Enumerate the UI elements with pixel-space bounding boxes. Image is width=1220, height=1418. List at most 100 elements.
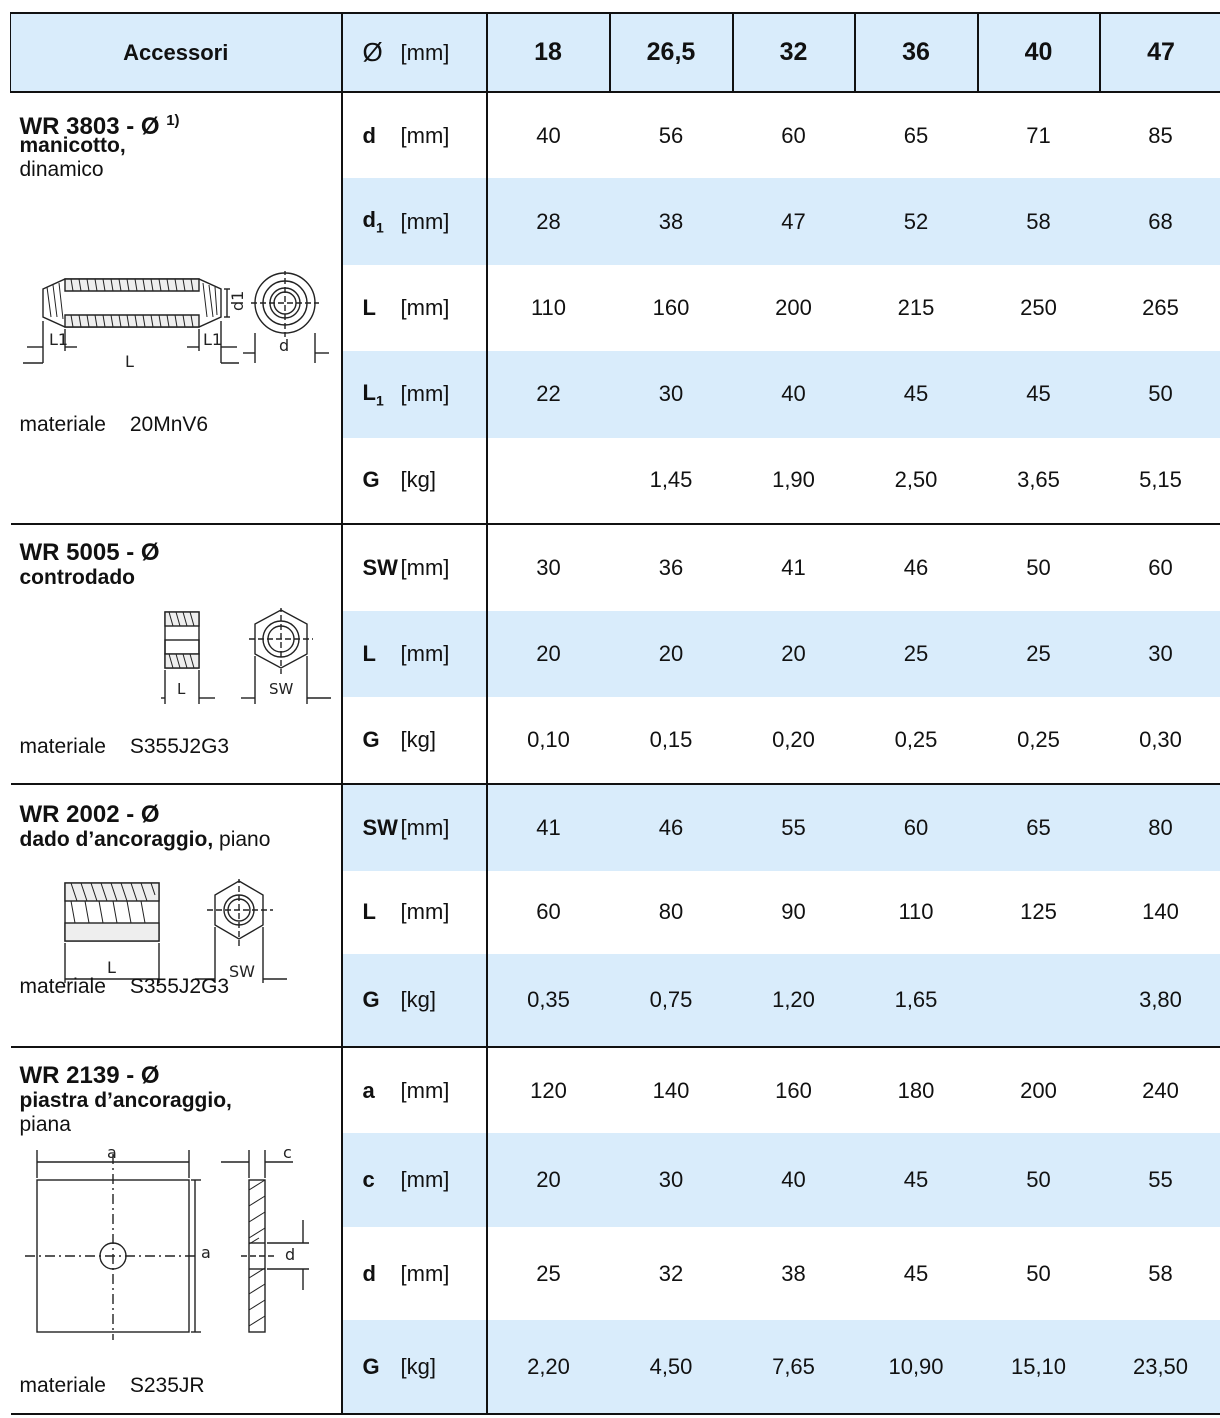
- row-unit: [mm]: [398, 1226, 488, 1321]
- dim-label-d: d: [279, 336, 289, 355]
- table-row: L1 [mm] 22 30 40 45 45 50: [11, 351, 1220, 438]
- table-cell: 45: [854, 351, 978, 438]
- row-unit: [mm]: [398, 524, 488, 611]
- table-cell: 50: [977, 1133, 1100, 1227]
- table-row: G [kg] 2,20 4,50 7,65 10,90 15,10 23,50: [11, 1320, 1220, 1415]
- table-cell: 50: [1026, 1260, 1051, 1286]
- table-cell: 41: [486, 784, 610, 871]
- table-cell: 23,50: [1099, 1320, 1220, 1415]
- table-row: c [mm] 20 30 40 45 50 55: [11, 1133, 1220, 1227]
- table-row: L [mm] 20 20 20 25 25 30: [11, 610, 1220, 698]
- row-unit: [kg]: [398, 437, 488, 526]
- row-unit: [mm]: [398, 610, 488, 698]
- table-cell: 90: [781, 899, 806, 925]
- table-cell: 60: [854, 784, 978, 871]
- table-row: G [kg] 0,10 0,15 0,20 0,25 0,25 0,30: [11, 697, 1220, 785]
- table-cell: 120: [530, 1077, 567, 1103]
- table-row: L [mm] 110 160 200 215 250 265: [11, 264, 1220, 352]
- dim-label-L: L: [107, 958, 116, 977]
- dim-label-L: L: [125, 352, 134, 371]
- table-cell: 180: [897, 1077, 935, 1103]
- row-symbol: L1: [340, 351, 399, 438]
- table-cell: 30: [609, 351, 733, 438]
- table-cell: 0,25: [854, 697, 978, 785]
- table-cell: 3,65: [977, 437, 1100, 526]
- row-unit: [mm]: [398, 178, 488, 265]
- accessory-subtitle: piana: [19, 1113, 71, 1136]
- table-cell: 1,20: [732, 954, 855, 1048]
- table-cell: 240: [1142, 1077, 1179, 1103]
- table-cell: 60: [1148, 554, 1173, 580]
- accessory-description: WR 3803 - Ø 1) manicotto, dinamico L1 L1: [10, 92, 343, 525]
- table-cell: 45: [977, 351, 1100, 438]
- coupler-drawing: L1 L1 L d1 d: [22, 271, 329, 371]
- table-cell: 20: [486, 1133, 610, 1227]
- table-cell: 1,45: [609, 437, 733, 526]
- table-cell: [486, 437, 610, 526]
- table-cell: 3,80: [1099, 954, 1220, 1048]
- table-cell: 68: [1099, 178, 1220, 265]
- table-cell: 58: [977, 178, 1100, 265]
- row-symbol: d: [340, 92, 399, 179]
- row-unit: [kg]: [398, 1320, 488, 1415]
- table-cell: 58: [1148, 1260, 1173, 1286]
- dim-label-d: d: [285, 1245, 295, 1264]
- table-cell: 50: [1099, 351, 1220, 438]
- table-row: d1 [mm] 28 38 47 52 58 68: [11, 178, 1220, 265]
- size-col-4: 36: [853, 12, 978, 93]
- table-cell: 1,65: [854, 954, 978, 1048]
- table-cell: 7,65: [732, 1320, 855, 1415]
- row-unit: [mm]: [398, 870, 488, 955]
- table-cell: 0,10: [486, 697, 610, 785]
- accessory-code: WR 3803 - Ø 1): [19, 112, 180, 140]
- size-col-2: 26,5: [608, 12, 733, 93]
- table-cell: 38: [609, 178, 733, 265]
- row-symbol: L: [340, 870, 399, 955]
- row-unit: [mm]: [398, 1133, 488, 1227]
- dim-label-L: L: [177, 680, 186, 698]
- table-cell: 32: [658, 1260, 684, 1286]
- table-cell: 55: [1099, 1133, 1220, 1227]
- table-cell: 45: [854, 1133, 978, 1227]
- dim-label-a-horizontal: a: [107, 1143, 117, 1162]
- table-cell: [977, 954, 1100, 1048]
- locknut-drawing: L SW: [160, 608, 331, 704]
- row-symbol: L: [340, 264, 399, 352]
- table-cell: 30: [609, 1133, 733, 1227]
- table-cell: 0,15: [609, 697, 733, 785]
- row-unit: [mm]: [398, 784, 488, 871]
- accessory-code: WR 2002 - Ø: [19, 801, 160, 828]
- size-col-1: 18: [485, 12, 610, 93]
- table-cell: 25: [977, 610, 1100, 698]
- table-cell: 30: [1099, 610, 1220, 698]
- row-symbol: SW: [340, 784, 399, 871]
- accessory-code: WR 5005 - Ø: [19, 539, 160, 566]
- table-cell: 22: [486, 351, 610, 438]
- table-cell: 40: [732, 351, 855, 438]
- accessories-table: Accessori Ø [mm] 18 26,5 32 36 40 47 WR …: [10, 12, 1220, 1415]
- table-cell: 20: [732, 610, 855, 698]
- table-cell: 110: [530, 294, 567, 320]
- accessory-subtitle: dinamico: [19, 158, 104, 181]
- table-cell: 55: [732, 784, 855, 871]
- diameter-symbol: Ø: [340, 12, 399, 93]
- dim-label-c: c: [283, 1143, 292, 1162]
- table-cell: 47: [732, 178, 855, 265]
- table-cell: 20: [609, 610, 733, 698]
- table-cell: 160: [775, 1077, 812, 1103]
- size-col-5: 40: [976, 12, 1100, 93]
- row-unit: [kg]: [398, 954, 488, 1048]
- dim-label-a-vertical: a: [201, 1243, 211, 1262]
- table-cell: 45: [903, 1260, 929, 1286]
- row-symbol: G: [340, 1320, 399, 1415]
- dim-label-L1-left: L1: [49, 330, 68, 349]
- table-cell: 250: [1020, 294, 1057, 320]
- table-cell: 25: [854, 610, 978, 698]
- row-symbol: L: [340, 610, 399, 698]
- footnote-marker: 1): [166, 112, 180, 129]
- material-line: materiale S355J2G3: [19, 975, 230, 998]
- table-cell: 140: [652, 1077, 690, 1103]
- table-cell: 200: [1020, 1077, 1057, 1103]
